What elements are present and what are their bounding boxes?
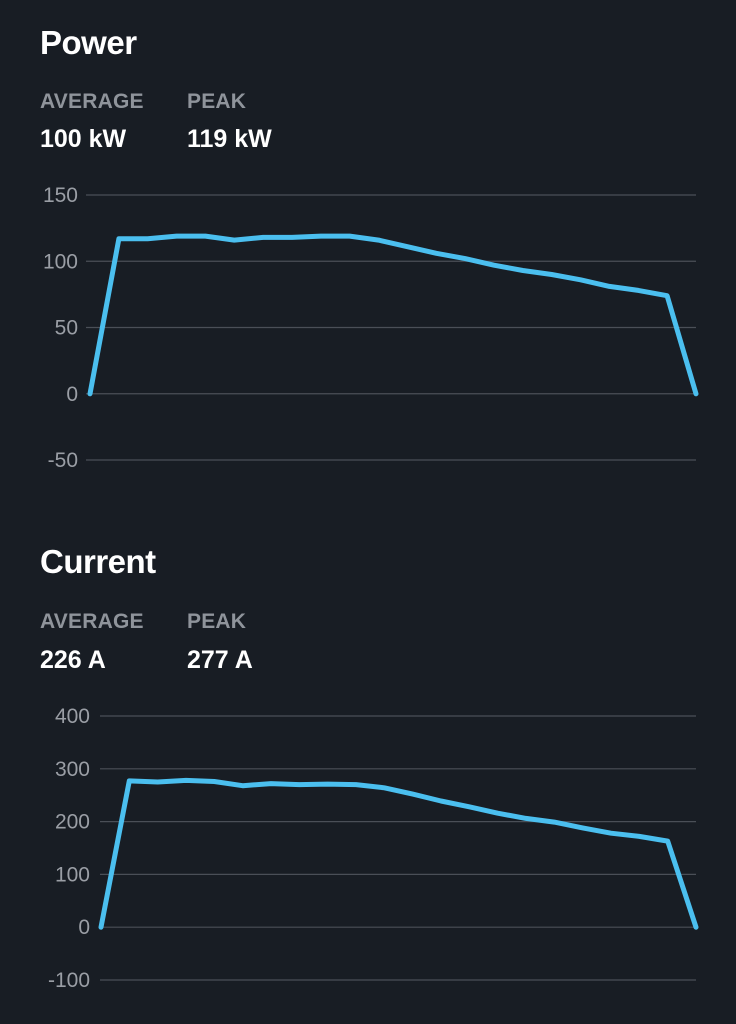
power-average-value: 100 kW — [40, 125, 127, 153]
current-peak-value: 277 A — [187, 646, 253, 674]
power-y-tick-label: 100 — [43, 250, 78, 273]
current-average-label: AVERAGE — [40, 610, 144, 633]
power-y-tick-label: 150 — [43, 184, 78, 207]
current-chart: 400 300 200 100 0 -100 — [48, 705, 699, 992]
current-title: Current — [40, 543, 156, 580]
power-chart: 150 100 50 0 -50 — [43, 184, 699, 472]
power-series-line — [87, 233, 699, 397]
power-title: Power — [40, 24, 137, 61]
current-section: Current AVERAGE PEAK 226 A 277 A 400 300 2… — [0, 520, 736, 1024]
current-y-tick-label: -100 — [48, 969, 90, 992]
power-peak-label: PEAK — [187, 90, 247, 113]
current-y-tick-label: 100 — [55, 863, 90, 886]
current-y-tick-label: 200 — [55, 811, 90, 834]
current-y-tick-label: 300 — [55, 758, 90, 781]
current-y-tick-label: 0 — [78, 916, 90, 939]
current-series-line — [98, 777, 699, 930]
power-y-tick-label: 50 — [55, 317, 78, 340]
current-peak-label: PEAK — [187, 610, 247, 633]
power-y-tick-label: -50 — [48, 449, 78, 472]
power-y-tick-label: 0 — [66, 383, 78, 406]
power-section: Power AVERAGE PEAK 100 kW 119 kW 150 100 5… — [40, 24, 699, 472]
current-y-tick-label: 400 — [55, 705, 90, 728]
power-average-label: AVERAGE — [40, 90, 144, 113]
current-average-value: 226 A — [40, 646, 106, 674]
power-peak-value: 119 kW — [187, 125, 272, 153]
